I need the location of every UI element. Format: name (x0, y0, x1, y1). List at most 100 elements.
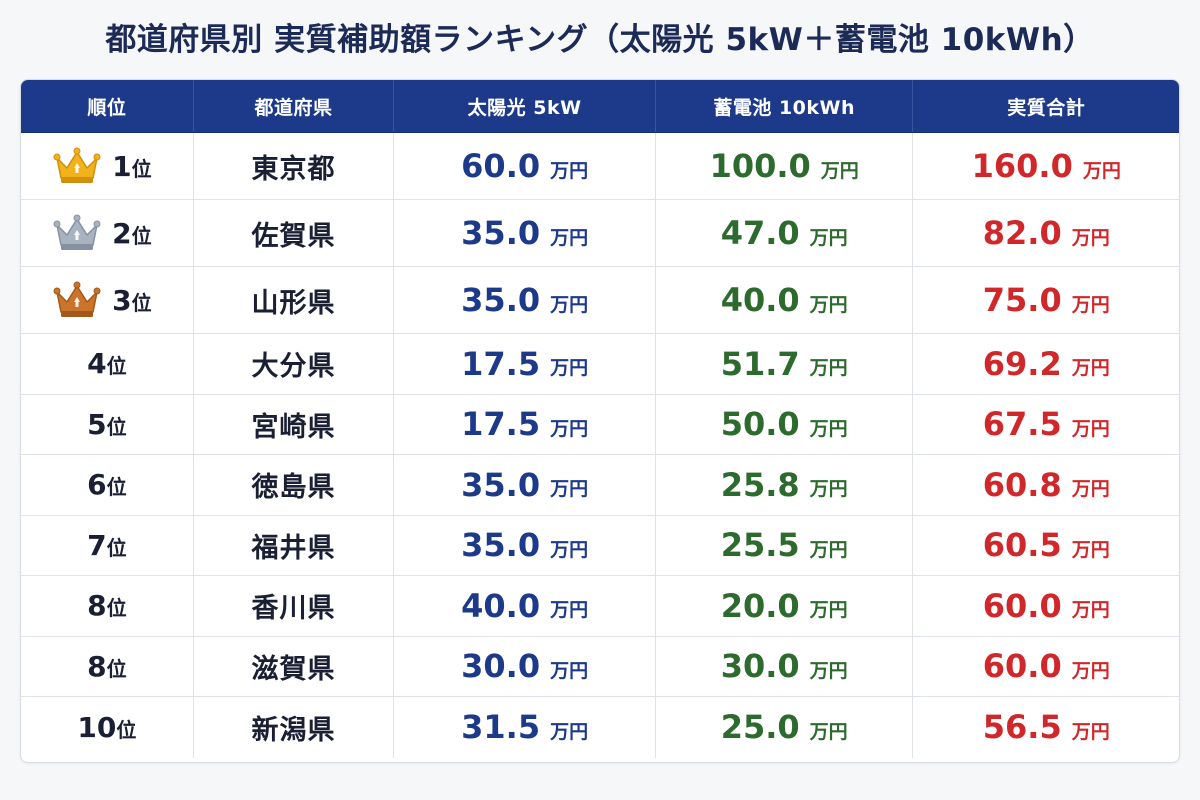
unit-label: 万円 (1071, 599, 1110, 622)
table-row: 10位 新潟県 31.5 万円 25.0 万円 56.5 万円 (21, 697, 1179, 758)
solar-value: 17.5 (461, 344, 541, 383)
solar-value: 35.0 (461, 281, 541, 319)
prefecture-cell: 香川県 (194, 576, 395, 636)
table-row: 7位 福井県 35.0 万円 25.5 万円 60.5 万円 (21, 515, 1179, 576)
rank-number: 3 (112, 283, 132, 317)
solar-value: 30.0 (461, 647, 541, 686)
battery-value: 25.8 (720, 465, 800, 504)
rank-label: 1位 (112, 150, 151, 183)
unit-label: 万円 (809, 659, 848, 682)
rank-suffix: 位 (106, 535, 127, 560)
solar-cell: 35.0 万円 (394, 515, 656, 575)
rank-cell: 7位 (21, 515, 194, 575)
solar-cell: 40.0 万円 (394, 576, 656, 636)
header-battery: 蓄電池 10kWh (656, 80, 914, 132)
header-prefecture: 都道府県 (194, 80, 395, 132)
rank-cell: 8位 (21, 576, 194, 636)
solar-value: 40.0 (461, 586, 541, 625)
total-value: 67.5 (982, 405, 1062, 444)
prefecture-cell: 山形県 (194, 267, 395, 333)
rank-suffix: 位 (116, 717, 137, 742)
battery-value: 51.7 (720, 344, 800, 383)
rank-label: 4位 (87, 347, 126, 380)
total-cell: 60.0 万円 (913, 576, 1179, 636)
total-cell: 67.5 万円 (913, 395, 1179, 455)
prefecture-name: 東京都 (251, 153, 336, 185)
unit-label: 万円 (1071, 357, 1110, 380)
battery-cell: 25.5 万円 (656, 515, 914, 575)
prefecture-name: 滋賀県 (251, 653, 336, 685)
rank-cell: 4位 (21, 334, 194, 394)
total-value: 60.0 (982, 586, 1062, 625)
rank-cell: 10位 (21, 697, 194, 758)
battery-value: 20.0 (720, 586, 800, 625)
total-cell: 56.5 万円 (913, 697, 1179, 758)
bronze-crown-icon (52, 280, 102, 320)
gold-crown-icon (52, 146, 102, 186)
prefecture-cell: 大分県 (194, 334, 395, 394)
total-cell: 60.0 万円 (913, 637, 1179, 697)
battery-value: 47.0 (720, 214, 800, 252)
solar-cell: 35.0 万円 (394, 267, 656, 333)
solar-value: 35.0 (461, 465, 541, 504)
unit-label: 万円 (809, 478, 848, 501)
prefecture-cell: 徳島県 (194, 455, 395, 515)
solar-cell: 30.0 万円 (394, 636, 656, 696)
unit-label: 万円 (809, 357, 848, 380)
prefecture-cell: 佐賀県 (194, 200, 395, 266)
rank-suffix: 位 (106, 414, 127, 439)
rank-suffix: 位 (106, 354, 127, 379)
unit-label: 万円 (809, 417, 848, 440)
solar-cell: 60.0 万円 (394, 133, 656, 199)
rank-number: 2 (112, 216, 132, 250)
battery-cell: 51.7 万円 (656, 334, 914, 394)
prefecture-name: 宮崎県 (251, 411, 336, 443)
unit-label: 万円 (809, 720, 848, 743)
unit-label: 万円 (1071, 538, 1110, 561)
table-row: 8位 滋賀県 30.0 万円 30.0 万円 60.0 万円 (21, 636, 1179, 697)
solar-value: 35.0 (461, 526, 541, 565)
rank-number: 5 (87, 407, 107, 441)
solar-cell: 17.5 万円 (394, 394, 656, 454)
prefecture-name: 香川県 (251, 593, 336, 625)
table-body: 1位 東京都 60.0 万円 100.0 万円 160.0 万円 2位 佐賀県 35.0 万円 47.0… (21, 133, 1179, 758)
table-row: 1位 東京都 60.0 万円 100.0 万円 160.0 万円 (21, 133, 1179, 200)
prefecture-name: 佐賀県 (251, 220, 336, 252)
unit-label: 万円 (550, 159, 589, 182)
prefecture-name: 福井県 (251, 532, 336, 564)
header-total: 実質合計 (1007, 96, 1086, 119)
rank-label: 6位 (87, 468, 126, 501)
table-row: 2位 佐賀県 35.0 万円 47.0 万円 82.0 万円 (21, 200, 1179, 267)
silver-crown-icon (52, 213, 102, 253)
prefecture-cell: 宮崎県 (194, 394, 395, 454)
rank-number: 1 (112, 149, 132, 183)
rank-suffix: 位 (106, 475, 127, 500)
solar-value: 17.5 (461, 405, 541, 444)
rank-label: 3位 (112, 284, 151, 317)
rank-number: 8 (87, 589, 107, 623)
header-rank: 順位 (21, 80, 194, 132)
unit-label: 万円 (809, 293, 848, 316)
battery-value: 40.0 (720, 281, 800, 319)
rank-label: 7位 (87, 529, 126, 562)
solar-value: 35.0 (461, 214, 541, 252)
total-value: 60.8 (982, 465, 1062, 504)
battery-cell: 40.0 万円 (656, 267, 914, 333)
battery-value: 25.5 (720, 526, 800, 565)
battery-cell: 25.0 万円 (656, 697, 914, 758)
rank-cell: 6位 (21, 455, 194, 515)
unit-label: 万円 (550, 293, 589, 316)
total-value: 160.0 (971, 147, 1073, 185)
unit-label: 万円 (1071, 659, 1110, 682)
rank-number: 4 (87, 347, 107, 381)
unit-label: 万円 (550, 720, 589, 743)
battery-value: 50.0 (720, 405, 800, 444)
battery-cell: 25.8 万円 (656, 455, 914, 515)
page-title: 都道府県別 実質補助額ランキング（太陽光 5kW＋蓄電池 10kWh） (105, 22, 1095, 58)
total-value: 60.5 (982, 526, 1062, 565)
prefecture-name: 大分県 (251, 351, 336, 383)
battery-value: 30.0 (720, 647, 800, 686)
header-solar: 太陽光 5kW (394, 80, 656, 132)
rank-suffix: 位 (131, 290, 152, 315)
rank-label: 10位 (77, 711, 136, 744)
